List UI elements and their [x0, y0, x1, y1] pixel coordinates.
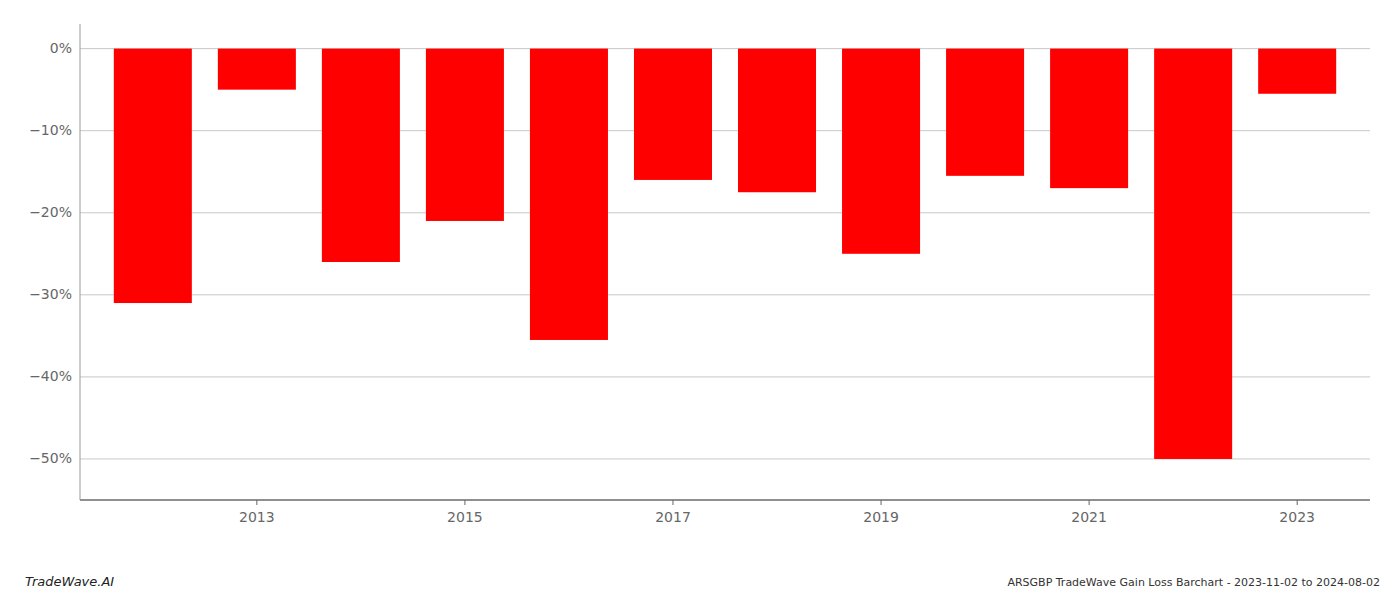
- grid: [80, 49, 1370, 459]
- y-axis-line: [80, 24, 81, 500]
- y-tick-label: −10%: [29, 122, 72, 138]
- x-tick: [881, 500, 882, 505]
- chart-svg: 0% −10% −20% −30% −40% −50% 2013 2015 2017 2019 20…: [0, 0, 1400, 600]
- bar: [1258, 49, 1336, 94]
- bar: [426, 49, 504, 221]
- bar: [114, 49, 192, 303]
- x-tick: [1297, 500, 1298, 505]
- footer-left: TradeWave.AI: [25, 574, 114, 589]
- x-tick: [464, 500, 465, 505]
- x-tick-label: 2021: [1071, 509, 1107, 525]
- chart-container: 0% −10% −20% −30% −40% −50% 2013 2015 2017 2019 20…: [0, 0, 1400, 600]
- x-tick-label: 2017: [655, 509, 691, 525]
- axes: 0% −10% −20% −30% −40% −50% 2013 2015 2017 2019 20…: [29, 24, 1370, 525]
- y-tick-label: −50%: [29, 450, 72, 466]
- footer-right: ARSGBP TradeWave Gain Loss Barchart - 20…: [1007, 576, 1380, 589]
- y-tick-label: 0%: [50, 40, 72, 56]
- bar: [1050, 49, 1128, 189]
- bar: [322, 49, 400, 262]
- bars: [114, 49, 1336, 459]
- bar: [842, 49, 920, 254]
- y-tick-label: −30%: [29, 286, 72, 302]
- bar: [946, 49, 1024, 176]
- x-tick-label: 2013: [239, 509, 275, 525]
- x-axis-line: [80, 499, 1370, 500]
- x-tick-label: 2019: [863, 509, 899, 525]
- bar: [1154, 49, 1232, 459]
- x-tick: [1089, 500, 1090, 505]
- x-tick: [256, 500, 257, 505]
- y-tick-label: −40%: [29, 368, 72, 384]
- x-tick-label: 2015: [447, 509, 483, 525]
- bar: [218, 49, 296, 90]
- bar: [738, 49, 816, 193]
- y-tick-label: −20%: [29, 204, 72, 220]
- bar: [530, 49, 608, 340]
- x-tick: [672, 500, 673, 505]
- x-tick-label: 2023: [1279, 509, 1315, 525]
- bar: [634, 49, 712, 180]
